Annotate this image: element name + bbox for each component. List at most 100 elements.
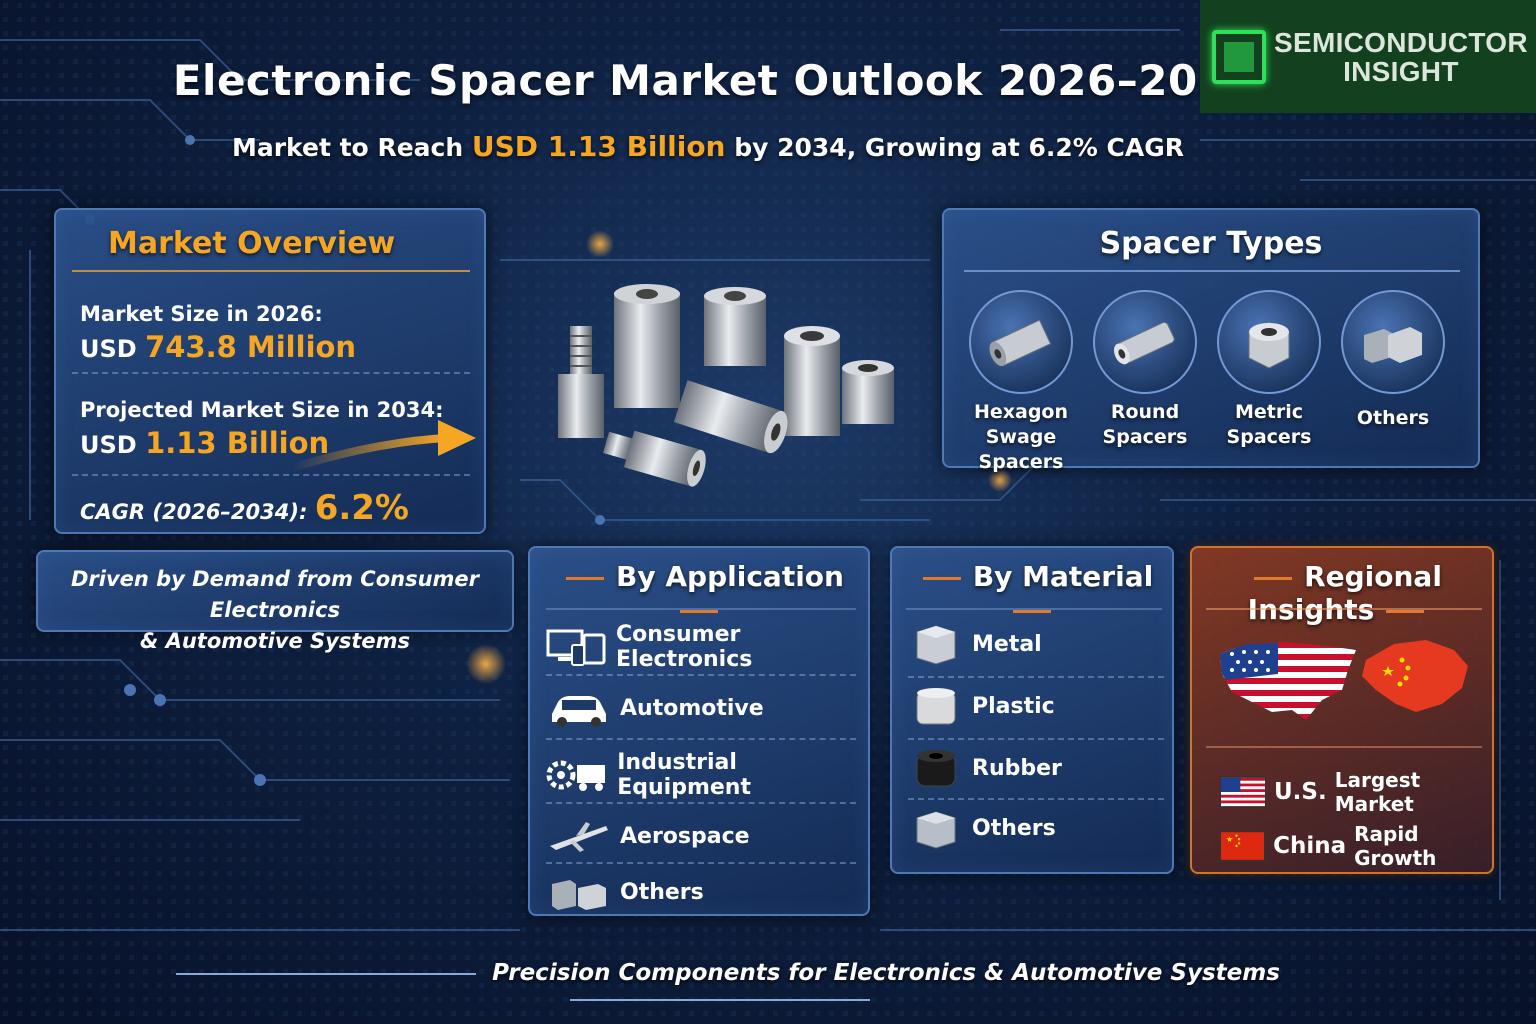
us-flag-icon [1220, 776, 1266, 808]
market-overview-heading: Market Overview [108, 226, 396, 261]
by-material-heading: By Material [892, 560, 1172, 626]
subtitle-pre: Market to Reach [231, 133, 464, 162]
application-label: Consumer Electronics [616, 622, 753, 672]
material-item: Rubber [906, 746, 1062, 790]
region-china: China Rapid Growth [1220, 822, 1492, 870]
driven-line2: & Automotive Systems [139, 629, 411, 653]
china-flag-icon [1220, 830, 1266, 862]
brand-line2: INSIGHT [1343, 55, 1459, 87]
material-item: Plastic [906, 684, 1055, 728]
divider [72, 474, 470, 476]
divider [1206, 608, 1482, 610]
divider [546, 738, 856, 740]
spacer-type-metric: Metric Spacers [1214, 290, 1324, 450]
divider [546, 862, 856, 864]
material-label: Rubber [972, 755, 1062, 781]
application-item: Consumer Electronics [544, 622, 868, 672]
spacers-illustration [558, 284, 894, 487]
divider [1206, 746, 1482, 748]
divider [908, 676, 1164, 678]
spacer-type-label: Spacers [1102, 426, 1188, 448]
brand-logo: SEMICONDUCTOR INSIGHT [1200, 0, 1536, 113]
blocks-icon [544, 870, 614, 914]
divider [908, 798, 1164, 800]
gear-truck-icon [544, 753, 611, 797]
airplane-icon [544, 814, 614, 858]
metric-spacer-icon [1248, 321, 1290, 369]
page-title: Electronic Spacer Market Outlook 2026–20… [172, 56, 1258, 105]
chip-icon [1212, 29, 1266, 84]
size-2034-currency: USD [80, 431, 137, 459]
metal-spacer-icon [906, 622, 966, 666]
hex-spacer-icon [989, 319, 1052, 367]
divider [72, 270, 470, 272]
material-label: Others [972, 815, 1056, 841]
spacer-type-hexagon: Hexagon Swage Spacers [966, 290, 1076, 475]
size-2026-number: 743.8 Million [145, 330, 357, 364]
region-desc: Rapid Growth [1354, 822, 1437, 870]
spacer-type-label: Spacers [1226, 426, 1312, 448]
blocks-icon [1364, 327, 1422, 363]
region-name: China [1273, 833, 1347, 859]
material-label: Plastic [972, 693, 1055, 719]
application-label: Others [620, 879, 704, 905]
size-2026-currency: USD [80, 335, 137, 363]
application-item: Aerospace [544, 814, 750, 858]
application-item: Automotive [544, 686, 764, 730]
spacer-types-panel: Spacer Types Hexagon Swage Spacers Round… [942, 208, 1480, 473]
divider [72, 372, 470, 374]
spacer-type-label: Others [1356, 407, 1430, 429]
others-spacer-icon [906, 806, 966, 850]
application-item: Others [544, 870, 704, 914]
divider [546, 608, 856, 610]
material-item: Metal [906, 622, 1042, 666]
devices-icon [544, 625, 610, 669]
spacer-type-round: Round Spacers [1090, 290, 1200, 450]
spacer-type-label: Swage Spacers [978, 426, 1064, 473]
subtitle-post: by 2034, Growing at 6.2% CAGR [734, 133, 1185, 162]
region-name: U.S. [1274, 779, 1327, 805]
application-label: Aerospace [620, 823, 750, 849]
car-icon [544, 686, 614, 730]
divider [546, 674, 856, 676]
growth-arrow-icon [290, 420, 476, 472]
application-label: Industrial Equipment [617, 750, 751, 800]
subtitle-highlight: USD 1.13 Billion [471, 130, 726, 163]
divider [546, 802, 856, 804]
cagr-value: 6.2% [314, 488, 409, 528]
rubber-spacer-icon [906, 746, 966, 790]
spacer-type-label: Hexagon [973, 401, 1069, 423]
size-2034-label: Projected Market Size in 2034: [80, 398, 444, 422]
spacer-type-label: Round [1110, 401, 1180, 423]
size-2026-value: USD 743.8 Million [80, 330, 356, 364]
by-application-panel: By Application Consumer Electronics Auto… [528, 546, 870, 916]
application-item: Industrial Equipment [544, 750, 868, 800]
footer-tagline: Precision Components for Electronics & A… [0, 960, 1440, 1012]
application-label: Automotive [620, 695, 764, 721]
size-2034-value: USD 1.13 Billion [80, 426, 329, 460]
region-us: U.S. Largest Market [1220, 768, 1492, 816]
by-application-heading: By Application [530, 560, 868, 626]
regional-map-icon [1220, 640, 1468, 720]
round-spacer-icon [1113, 321, 1175, 365]
divider [908, 738, 1164, 740]
cagr-label: CAGR (2026–2034): [80, 500, 308, 524]
driven-line1: Driven by Demand from Consumer Electroni… [70, 567, 480, 622]
spacer-type-others: Others [1338, 290, 1448, 431]
material-item: Others [906, 806, 1056, 850]
brand-line1: SEMICONDUCTOR [1274, 26, 1528, 58]
driven-by-banner: Driven by Demand from Consumer Electroni… [36, 550, 514, 653]
spacer-types-heading: Spacer Types [1099, 226, 1323, 261]
size-2026-label: Market Size in 2026: [80, 302, 323, 326]
cagr-row: CAGR (2026–2034): 6.2% [80, 488, 409, 528]
spacer-type-label: Metric [1234, 401, 1304, 423]
material-label: Metal [972, 631, 1042, 657]
divider [964, 270, 1460, 272]
by-material-panel: By Material Metal Plastic Rubber Others [890, 546, 1174, 874]
regional-heading: Regional Insights [1192, 560, 1492, 626]
plastic-spacer-icon [906, 684, 966, 728]
region-desc: Largest Market [1334, 768, 1421, 816]
page-subtitle: Market to Reach USD 1.13 Billion by 2034… [0, 130, 1416, 163]
regional-insights-panel: Regional Insights U.S. Largest Market Ch… [1190, 546, 1494, 874]
size-2034-number: 1.13 Billion [145, 426, 330, 460]
